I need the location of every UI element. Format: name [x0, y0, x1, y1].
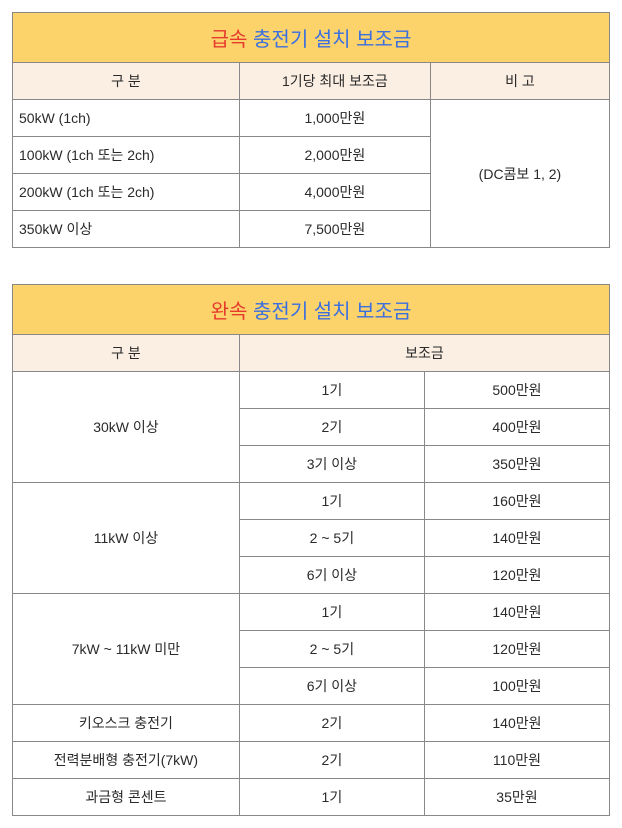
slow-g1-r1-q: 2 ~ 5기: [239, 520, 424, 557]
slow-title: 완속 충전기 설치 보조금: [13, 285, 610, 335]
fast-header-subsidy: 1기당 최대 보조금: [239, 63, 430, 100]
fast-sub-1: 2,000만원: [239, 137, 430, 174]
fast-sub-3: 7,500만원: [239, 211, 430, 248]
slow-g1-r0-q: 1기: [239, 483, 424, 520]
fast-header-note: 비 고: [430, 63, 609, 100]
slow-g2-r0-q: 1기: [239, 594, 424, 631]
slow-charger-table: 완속 충전기 설치 보조금 구 분 보조금 30kW 이상 1기 500만원 2…: [12, 284, 610, 816]
fast-cat-0: 50kW (1ch): [13, 100, 240, 137]
fast-cat-2: 200kW (1ch 또는 2ch): [13, 174, 240, 211]
table-row: 전력분배형 충전기(7kW) 2기 110만원: [13, 742, 610, 779]
fast-header-row: 구 분 1기당 최대 보조금 비 고: [13, 63, 610, 100]
fast-cat-3: 350kW 이상: [13, 211, 240, 248]
slow-g0-cat: 30kW 이상: [13, 372, 240, 483]
slow-title-accent: 완속: [211, 301, 248, 323]
slow-header-row: 구 분 보조금: [13, 335, 610, 372]
slow-g0-r0-a: 500만원: [424, 372, 609, 409]
fast-note: (DC콤보 1, 2): [430, 100, 609, 248]
slow-g2-r1-a: 120만원: [424, 631, 609, 668]
table-row: 키오스크 충전기 2기 140만원: [13, 705, 610, 742]
slow-s1-q: 2기: [239, 742, 424, 779]
slow-g1-r1-a: 140만원: [424, 520, 609, 557]
table-row: 11kW 이상 1기 160만원: [13, 483, 610, 520]
table-row: 7kW ~ 11kW 미만 1기 140만원: [13, 594, 610, 631]
slow-g0-r2-a: 350만원: [424, 446, 609, 483]
fast-title: 급속 충전기 설치 보조금: [13, 13, 610, 63]
fast-charger-table: 급속 충전기 설치 보조금 구 분 1기당 최대 보조금 비 고 50kW (1…: [12, 12, 610, 248]
slow-s0-a: 140만원: [424, 705, 609, 742]
fast-cat-1: 100kW (1ch 또는 2ch): [13, 137, 240, 174]
fast-title-row: 급속 충전기 설치 보조금: [13, 13, 610, 63]
slow-g1-r2-q: 6기 이상: [239, 557, 424, 594]
fast-header-category: 구 분: [13, 63, 240, 100]
slow-s2-cat: 과금형 콘센트: [13, 779, 240, 816]
slow-g2-cat: 7kW ~ 11kW 미만: [13, 594, 240, 705]
slow-g0-r1-a: 400만원: [424, 409, 609, 446]
slow-s2-q: 1기: [239, 779, 424, 816]
slow-g1-r0-a: 160만원: [424, 483, 609, 520]
table-row: 30kW 이상 1기 500만원: [13, 372, 610, 409]
slow-header-subsidy: 보조금: [239, 335, 609, 372]
slow-g2-r1-q: 2 ~ 5기: [239, 631, 424, 668]
fast-title-rest: 충전기 설치 보조금: [247, 29, 411, 51]
slow-g1-cat: 11kW 이상: [13, 483, 240, 594]
fast-sub-0: 1,000만원: [239, 100, 430, 137]
slow-g0-r2-q: 3기 이상: [239, 446, 424, 483]
fast-sub-2: 4,000만원: [239, 174, 430, 211]
slow-g2-r2-a: 100만원: [424, 668, 609, 705]
slow-title-rest: 충전기 설치 보조금: [247, 301, 411, 323]
slow-s1-cat: 전력분배형 충전기(7kW): [13, 742, 240, 779]
slow-s2-a: 35만원: [424, 779, 609, 816]
slow-title-row: 완속 충전기 설치 보조금: [13, 285, 610, 335]
fast-title-accent: 급속: [211, 29, 248, 51]
table-row: 과금형 콘센트 1기 35만원: [13, 779, 610, 816]
slow-g0-r0-q: 1기: [239, 372, 424, 409]
slow-s0-q: 2기: [239, 705, 424, 742]
table-row: 50kW (1ch) 1,000만원 (DC콤보 1, 2): [13, 100, 610, 137]
slow-g0-r1-q: 2기: [239, 409, 424, 446]
table-gap: [12, 248, 610, 284]
slow-g2-r0-a: 140만원: [424, 594, 609, 631]
slow-header-category: 구 분: [13, 335, 240, 372]
slow-g2-r2-q: 6기 이상: [239, 668, 424, 705]
slow-g1-r2-a: 120만원: [424, 557, 609, 594]
slow-s1-a: 110만원: [424, 742, 609, 779]
slow-s0-cat: 키오스크 충전기: [13, 705, 240, 742]
